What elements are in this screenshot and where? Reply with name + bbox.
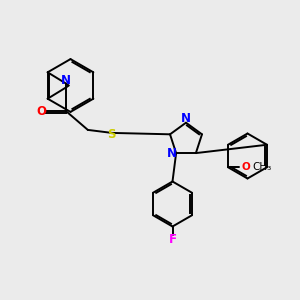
Text: O: O — [242, 162, 250, 172]
Text: N: N — [61, 74, 71, 87]
Text: S: S — [108, 128, 116, 141]
Text: N: N — [181, 112, 191, 125]
Text: CH₃: CH₃ — [252, 162, 271, 172]
Text: F: F — [169, 233, 176, 246]
Text: O: O — [36, 105, 46, 118]
Text: N: N — [167, 147, 177, 160]
